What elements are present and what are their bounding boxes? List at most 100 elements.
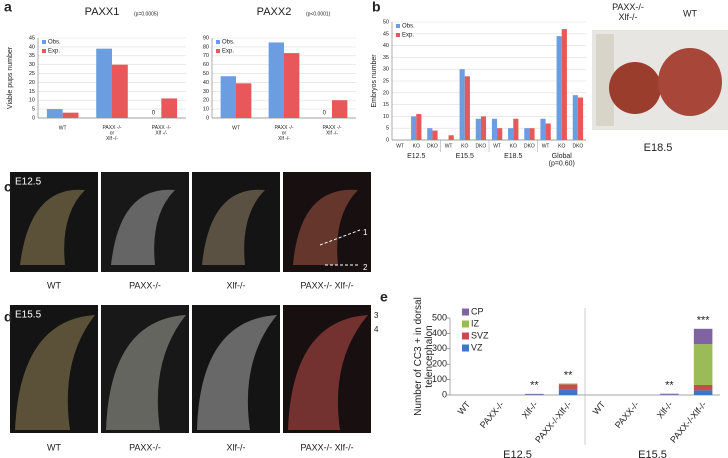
- x-tick-label: WT: [59, 125, 67, 131]
- legend-label: Obs.: [402, 24, 415, 30]
- y-axis-label: Number of CC3 + in dorsaltelencephalon: [413, 297, 435, 416]
- legend-swatch: [396, 24, 400, 28]
- significance-label: **: [665, 379, 674, 391]
- y-tick-label: 0: [386, 137, 389, 143]
- bar: [161, 98, 178, 118]
- bar: [46, 109, 63, 118]
- x-tick-label: DKO: [427, 143, 438, 149]
- legend-label: CP: [471, 306, 484, 316]
- y-tick-label: 60: [203, 62, 209, 68]
- x-tick-label: KO: [461, 143, 468, 149]
- y-tick-label: 40: [29, 44, 35, 50]
- region-marker: 4: [374, 325, 379, 334]
- x-tick-label: KO: [413, 143, 420, 149]
- x-tick-label: PAXX -/-or Xlf -/-: [274, 125, 293, 142]
- bar: [497, 128, 503, 140]
- significance-label: **: [564, 369, 573, 381]
- bar-segment: [660, 394, 679, 395]
- y-tick-label: 20: [203, 98, 209, 104]
- x-tick-label: PAXX -/-Xlf -/-: [322, 125, 341, 137]
- chart-title: PAXX2: [257, 6, 292, 18]
- bar: [556, 36, 562, 140]
- x-tick-label: WT: [591, 399, 608, 417]
- genotype-label: Xlf-/-: [227, 442, 246, 452]
- x-tick-label: WT: [396, 143, 404, 149]
- legend-swatch: [462, 332, 469, 340]
- x-tick-label: DKO: [572, 143, 583, 149]
- photo-label: WT: [683, 8, 697, 18]
- bar: [268, 42, 284, 118]
- y-tick-label: 70: [203, 53, 209, 59]
- embryo: [609, 62, 661, 114]
- x-tick-label: KO: [510, 143, 517, 149]
- region-marker: 1: [363, 228, 368, 237]
- ruler: [596, 34, 614, 126]
- y-tick-label: 80: [203, 44, 209, 50]
- y-tick-label: 40: [203, 80, 209, 86]
- x-tick-label: WT: [542, 143, 550, 149]
- bar: [545, 123, 551, 140]
- y-tick-label: 90: [203, 35, 209, 41]
- y-tick-label: 25: [383, 78, 389, 84]
- y-tick-label: 300: [432, 343, 447, 353]
- group-label: E12.5: [407, 153, 425, 160]
- legend-label: Exp.: [222, 49, 234, 55]
- embryo: [658, 48, 722, 116]
- genotype-label: WT: [47, 442, 61, 452]
- y-tick-label: 0: [442, 389, 447, 399]
- significance-label: **: [530, 380, 539, 392]
- y-tick-label: 10: [203, 107, 209, 113]
- section-images-c: [10, 172, 371, 272]
- x-tick-label: WT: [232, 125, 240, 131]
- y-tick-label: 20: [29, 80, 35, 86]
- x-tick-label: KO: [558, 143, 565, 149]
- genotype-label: PAXX-/- Xlf-/-: [300, 280, 353, 290]
- x-tick-label: WT: [456, 399, 473, 417]
- bar: [480, 116, 487, 140]
- y-tick-label: 50: [383, 19, 389, 25]
- bar-segment: [693, 390, 713, 395]
- x-tick-label: DKO: [524, 143, 535, 149]
- legend-label: SVZ: [471, 330, 489, 340]
- y-tick-label: 500: [432, 312, 447, 322]
- bar-segment: [693, 328, 713, 345]
- region-marker: 2: [363, 263, 368, 272]
- genotype-label: PAXX-/- Xlf-/-: [300, 442, 353, 452]
- bar: [524, 128, 530, 140]
- bar: [96, 48, 112, 118]
- bar: [491, 118, 498, 140]
- bar: [411, 116, 417, 140]
- y-tick-label: 10: [29, 98, 35, 104]
- bar: [464, 76, 470, 140]
- x-tick-label: PAXX -/-or Xlf -/-: [102, 125, 121, 142]
- section-images-d: [10, 305, 371, 433]
- x-tick-label: PAXX-/-: [613, 399, 641, 430]
- y-tick-label: 5: [386, 126, 389, 132]
- legend-swatch: [462, 308, 469, 316]
- bar: [427, 128, 433, 140]
- genotype-label: WT: [47, 280, 61, 290]
- bar: [529, 128, 535, 140]
- bar: [220, 76, 236, 118]
- y-tick-label: 35: [29, 53, 35, 59]
- group-label: E15.5: [638, 449, 667, 458]
- bar-segment: [693, 344, 713, 385]
- bar: [513, 118, 519, 140]
- legend-label: VZ: [471, 342, 483, 352]
- bar: [459, 69, 465, 140]
- stage-label: E15.5: [15, 310, 42, 321]
- x-tick-label: Xlf-/-: [655, 399, 675, 420]
- bar: [284, 53, 300, 118]
- x-tick-label: PAXX-/-: [478, 399, 506, 430]
- region-marker: 3: [374, 311, 379, 320]
- y-tick-label: 15: [29, 89, 35, 95]
- bar: [62, 112, 79, 118]
- legend-swatch: [462, 320, 469, 328]
- y-tick-label: 5: [32, 107, 35, 113]
- y-tick-label: 50: [203, 71, 209, 77]
- y-tick-label: 400: [432, 328, 447, 338]
- y-tick-label: 45: [383, 31, 389, 37]
- legend-swatch: [216, 40, 220, 44]
- stage-label: E12.5: [15, 177, 42, 188]
